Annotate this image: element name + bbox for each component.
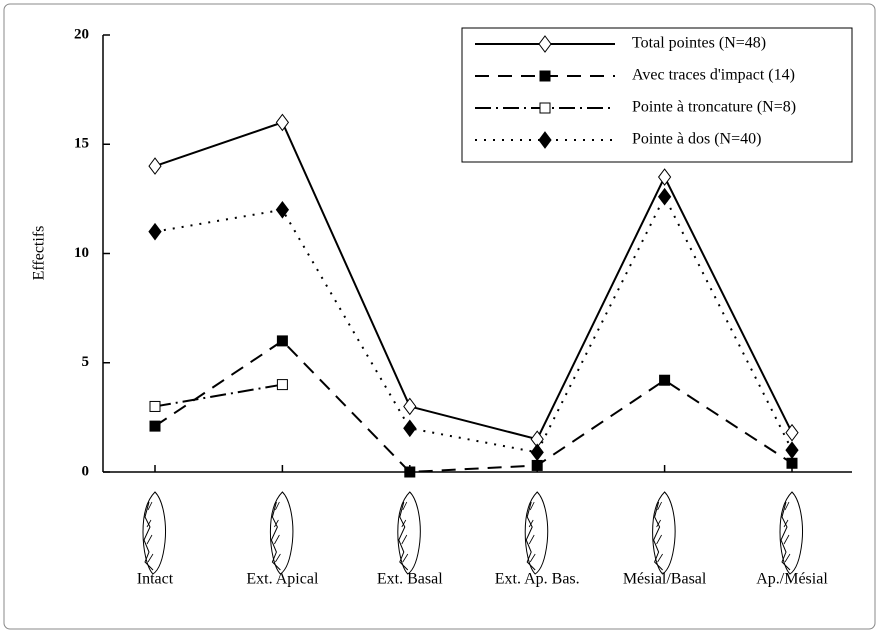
data-point: [657, 168, 672, 186]
legend-marker: [538, 131, 552, 149]
data-point: [403, 397, 417, 416]
series-line: [154, 383, 283, 408]
series-line: [154, 121, 793, 441]
data-point: [275, 200, 290, 219]
data-point: [404, 466, 416, 478]
legend-label: Avec traces d'impact (14): [632, 67, 795, 84]
data-point: [659, 374, 671, 386]
y-tick-label: 20: [74, 26, 89, 42]
y-tick-label: 10: [74, 245, 89, 261]
plot: 0 5 10 15 20 Intact Ext. Apical Ext. Basal Ext. …: [74, 26, 828, 587]
data-point: [149, 420, 161, 432]
legend-label: Pointe à dos (N=40): [632, 131, 761, 148]
legend-label: Pointe à troncature (N=8): [632, 99, 796, 116]
x-tick-label: Ext. Basal: [377, 571, 443, 588]
data-point: [276, 379, 288, 391]
data-point: [148, 222, 162, 241]
legend-marker: [538, 35, 552, 53]
legend-marker: [539, 70, 551, 82]
series-line: [154, 339, 793, 474]
y-tick-label: 5: [82, 354, 90, 370]
data-point: [275, 113, 290, 132]
data-point: [149, 400, 161, 412]
legend-label: Total pointes (N=48): [632, 35, 766, 52]
data-point: [403, 419, 417, 438]
data-point: [786, 457, 798, 469]
data-point: [276, 335, 288, 347]
x-tick-label: Ext. Apical: [246, 571, 319, 588]
x-tick-label: Intact: [137, 571, 174, 588]
data-point: [531, 459, 543, 471]
y-tick-label: 15: [74, 136, 89, 152]
legend: [461, 27, 853, 163]
x-tick-label: Ext. Ap. Bas.: [495, 571, 580, 588]
x-tick-label: Mésial/Basal: [623, 571, 707, 588]
x-tick-label: Ap./Mésial: [756, 571, 828, 588]
data-point: [530, 443, 544, 462]
legend-marker: [539, 102, 551, 114]
y-tick-label: 0: [82, 463, 90, 479]
data-point: [785, 423, 799, 442]
data-point: [785, 441, 799, 459]
data-point: [148, 157, 162, 175]
data-point: [657, 187, 672, 206]
y-axis-label: Effectifs: [31, 226, 48, 281]
